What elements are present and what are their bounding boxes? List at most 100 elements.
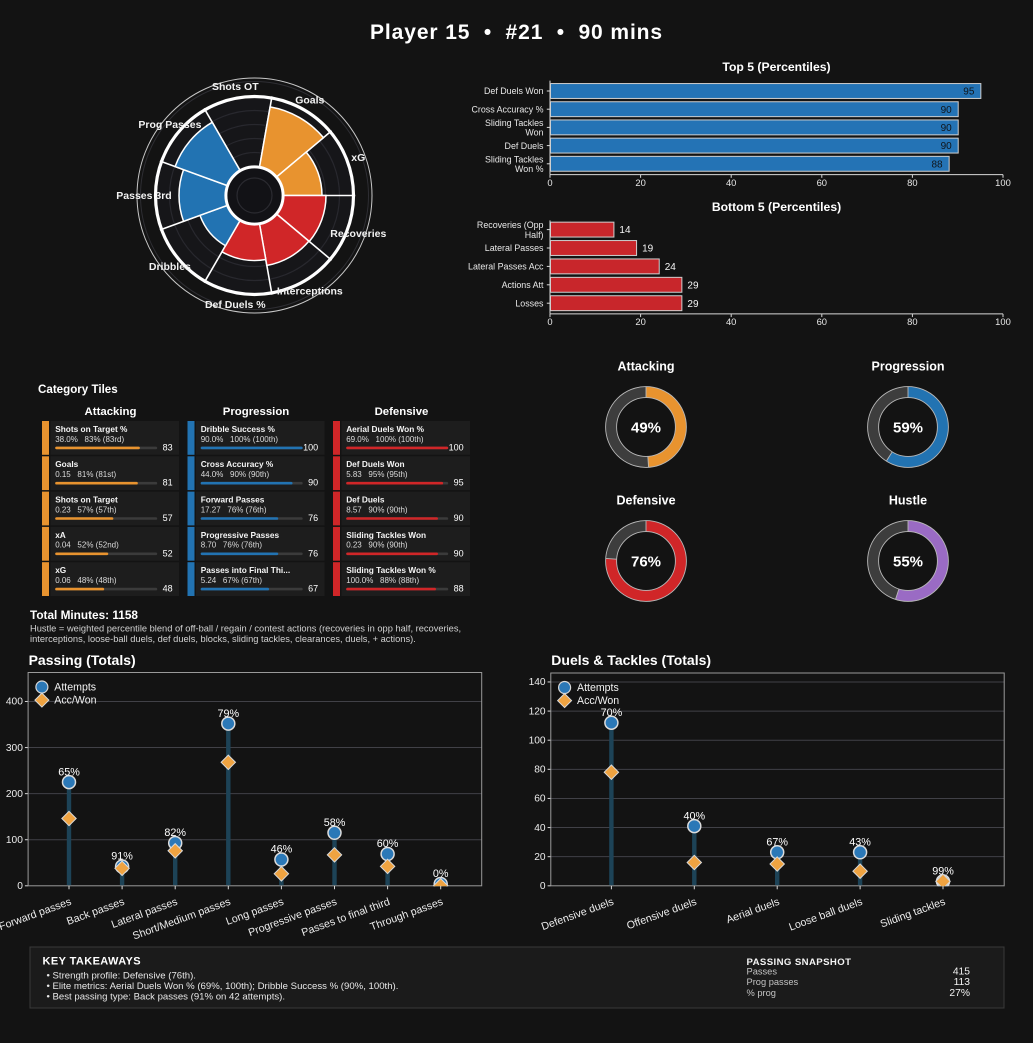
svg-text:52: 52 [163, 548, 173, 558]
svg-text:0: 0 [547, 177, 552, 188]
svg-text:69.0% 100% (100th): 69.0% 100% (100th) [346, 435, 424, 444]
svg-text:20: 20 [534, 852, 546, 863]
svg-text:113: 113 [954, 977, 971, 988]
svg-text:Progressive Passes: Progressive Passes [201, 530, 280, 540]
svg-text:Def Duels %: Def Duels % [205, 299, 266, 311]
svg-text:40%: 40% [683, 810, 705, 822]
svg-text:8.70 76% (76th): 8.70 76% (76th) [201, 541, 263, 550]
svg-text:14: 14 [619, 225, 631, 236]
svg-text:Passes 3rd: Passes 3rd [116, 190, 171, 202]
svg-text:8.57 90% (90th): 8.57 90% (90th) [346, 505, 408, 514]
svg-text:24: 24 [665, 262, 677, 273]
svg-text:Passes into Final Thi...: Passes into Final Thi... [201, 565, 290, 575]
svg-text:0%: 0% [433, 868, 449, 880]
svg-text:xG: xG [351, 152, 365, 164]
svg-text:Dribble Success %: Dribble Success % [201, 424, 276, 434]
svg-text:400: 400 [6, 697, 23, 708]
svg-text:120: 120 [529, 706, 546, 717]
svg-text:Progression: Progression [872, 360, 945, 374]
svg-text:Lateral Passes: Lateral Passes [485, 243, 544, 253]
svg-text:20: 20 [635, 316, 645, 327]
svg-text:Attacking: Attacking [618, 360, 675, 374]
svg-text:40: 40 [726, 316, 736, 327]
svg-text:Progression: Progression [223, 406, 290, 418]
svg-text:Won: Won [525, 128, 543, 138]
svg-text:Hustle: Hustle [889, 494, 927, 508]
svg-text:76: 76 [308, 513, 318, 523]
svg-text:81: 81 [163, 478, 173, 488]
svg-text:19: 19 [642, 244, 654, 255]
svg-text:59%: 59% [893, 419, 923, 436]
svg-text:90: 90 [941, 105, 953, 116]
svg-text:Category Tiles: Category Tiles [38, 383, 118, 396]
svg-text:Sliding Tackles Won: Sliding Tackles Won [346, 530, 426, 540]
svg-text:Shots OT: Shots OT [212, 81, 259, 93]
svg-text:Actions Att: Actions Att [502, 280, 544, 290]
svg-text:Aerial Duels Won %: Aerial Duels Won % [346, 424, 424, 434]
svg-text:60: 60 [817, 316, 827, 327]
svg-text:interceptions, loose-ball duel: interceptions, loose-ball duels, def due… [30, 634, 416, 644]
svg-text:40: 40 [534, 823, 546, 834]
svg-text:Prog Passes: Prog Passes [138, 119, 201, 131]
svg-text:Losses: Losses [515, 298, 544, 308]
svg-text:Def Duels: Def Duels [346, 495, 385, 505]
svg-text:79%: 79% [217, 708, 239, 720]
svg-text:0: 0 [547, 316, 552, 327]
svg-text:Shots on Target %: Shots on Target % [55, 424, 128, 434]
svg-text:Passes: Passes [747, 966, 778, 976]
svg-text:Recoveries (Opp: Recoveries (Opp [477, 220, 544, 230]
svg-text:Acc/Won: Acc/Won [577, 695, 619, 707]
svg-text:0.06 48% (48th): 0.06 48% (48th) [55, 576, 117, 585]
svg-text:300: 300 [6, 743, 23, 754]
svg-text:Interceptions: Interceptions [277, 286, 343, 298]
svg-text:100.0% 88% (88th): 100.0% 88% (88th) [346, 576, 419, 585]
svg-text:100: 100 [995, 177, 1011, 188]
svg-text:Won %: Won % [515, 164, 544, 174]
svg-text:Lateral Passes Acc: Lateral Passes Acc [468, 262, 544, 272]
svg-text:29: 29 [687, 299, 699, 310]
svg-text:• Strength profile: Defensive: • Strength profile: Defensive (76th). [47, 971, 196, 982]
svg-text:Defensive: Defensive [616, 494, 675, 508]
svg-text:KEY TAKEAWAYS: KEY TAKEAWAYS [43, 956, 142, 968]
svg-text:70%: 70% [601, 707, 623, 719]
svg-text:0: 0 [17, 881, 23, 892]
svg-text:40: 40 [726, 177, 736, 188]
svg-text:88: 88 [931, 159, 943, 170]
svg-text:xG: xG [55, 565, 66, 575]
svg-text:88: 88 [454, 584, 464, 594]
svg-text:Player 15 • #21 • 90 mins: Player 15 • #21 • 90 mins [370, 21, 663, 44]
svg-text:0.04 52% (52nd): 0.04 52% (52nd) [55, 541, 119, 550]
svg-text:0: 0 [540, 881, 546, 892]
svg-text:140: 140 [529, 677, 546, 688]
svg-text:Passing (Totals): Passing (Totals) [29, 652, 136, 668]
svg-text:100: 100 [449, 442, 464, 452]
svg-text:PASSING SNAPSHOT: PASSING SNAPSHOT [747, 957, 852, 968]
svg-text:Def Duels Won: Def Duels Won [484, 86, 544, 96]
svg-text:Bottom 5 (Percentiles): Bottom 5 (Percentiles) [712, 200, 841, 214]
svg-text:Attacking: Attacking [85, 406, 137, 418]
svg-text:Dribbles: Dribbles [149, 261, 191, 273]
svg-text:99%: 99% [932, 866, 954, 878]
svg-text:Duels & Tackles (Totals): Duels & Tackles (Totals) [551, 652, 711, 668]
svg-text:80: 80 [907, 177, 917, 188]
svg-text:38.0% 83% (83rd): 38.0% 83% (83rd) [55, 435, 124, 444]
svg-text:Sliding Tackles: Sliding Tackles [485, 118, 544, 128]
svg-text:90.0% 100% (100th): 90.0% 100% (100th) [201, 435, 279, 444]
svg-text:90: 90 [941, 141, 953, 152]
svg-text:95: 95 [963, 87, 975, 98]
svg-text:Half): Half) [525, 230, 544, 240]
svg-text:0.23 57% (57th): 0.23 57% (57th) [55, 505, 117, 514]
svg-text:65%: 65% [58, 766, 80, 778]
svg-text:67: 67 [308, 584, 318, 594]
svg-text:xA: xA [55, 530, 66, 540]
svg-text:5.83 95% (95th): 5.83 95% (95th) [346, 470, 408, 479]
svg-text:83: 83 [163, 442, 173, 452]
svg-text:Sliding Tackles: Sliding Tackles [485, 154, 544, 164]
svg-text:Attempts: Attempts [577, 682, 619, 694]
svg-text:67%: 67% [766, 837, 788, 849]
svg-text:Forward Passes: Forward Passes [201, 495, 265, 505]
svg-text:29: 29 [687, 280, 699, 291]
svg-text:Attempts: Attempts [54, 682, 96, 694]
svg-text:60: 60 [534, 794, 546, 805]
svg-text:58%: 58% [324, 817, 346, 829]
